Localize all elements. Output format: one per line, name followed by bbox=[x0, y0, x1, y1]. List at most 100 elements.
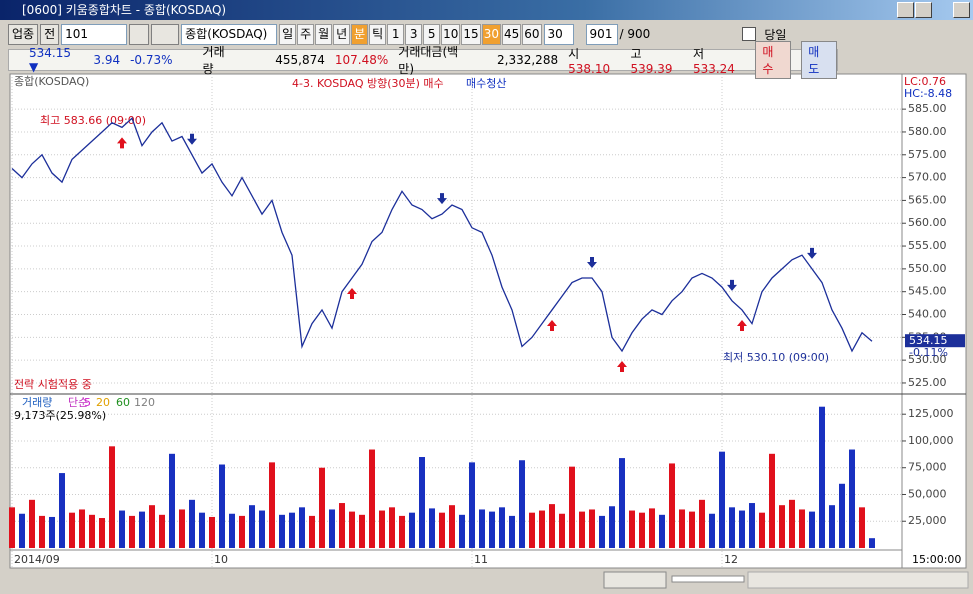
volume-bar bbox=[819, 406, 825, 548]
period-button[interactable]: 년 bbox=[333, 23, 351, 45]
x-tick-label: 2014/09 bbox=[14, 553, 60, 566]
change: 3.94 bbox=[93, 53, 121, 67]
volume-bar bbox=[729, 507, 735, 548]
buy-signal bbox=[117, 137, 127, 149]
today-label: 당일 bbox=[764, 27, 787, 42]
right-axis bbox=[901, 73, 967, 569]
prev-button[interactable]: 전 bbox=[40, 23, 60, 45]
sell-button[interactable]: 매도 bbox=[801, 41, 838, 79]
period-button[interactable]: 60 bbox=[522, 23, 542, 45]
amount-label: 거래대금(백만) bbox=[398, 45, 459, 76]
period-button[interactable]: 주 bbox=[297, 23, 315, 45]
y-tick-label: 535.00 bbox=[908, 330, 947, 343]
sell-signal bbox=[807, 247, 817, 259]
volume-bar bbox=[449, 505, 455, 548]
high-note: 최고 583.66 (09:00) bbox=[40, 114, 146, 127]
volume-bar bbox=[429, 508, 435, 548]
period-button[interactable]: 일 bbox=[279, 23, 297, 45]
volume-bar bbox=[649, 508, 655, 548]
buy-button[interactable]: 매수 bbox=[755, 41, 792, 79]
name-field: 종합(KOSDAQ) bbox=[181, 23, 278, 45]
volume-bar bbox=[539, 510, 545, 548]
sound[interactable] bbox=[151, 23, 180, 45]
y-tick-label: 540.00 bbox=[908, 308, 947, 321]
volume-bar bbox=[109, 446, 115, 548]
x-axis bbox=[9, 549, 903, 569]
volume-bar bbox=[419, 457, 425, 548]
search[interactable] bbox=[129, 23, 150, 45]
strategy-exit: 매수청산 bbox=[466, 77, 506, 90]
period-button[interactable]: 10 bbox=[441, 23, 461, 45]
count-max: / 900 bbox=[619, 27, 651, 41]
volume-bar bbox=[29, 499, 35, 548]
buy-signal bbox=[547, 319, 557, 331]
volume-bar bbox=[469, 462, 475, 548]
price: 534.15 ▼ bbox=[29, 46, 71, 74]
price-line bbox=[11, 117, 873, 353]
volume-bar bbox=[839, 483, 845, 548]
count-input[interactable]: 901 bbox=[585, 23, 618, 45]
volume-bar bbox=[309, 515, 315, 548]
period-button[interactable]: 틱 bbox=[369, 23, 387, 45]
period-button[interactable]: 3 bbox=[405, 23, 423, 45]
code-input[interactable]: 101 bbox=[61, 23, 128, 45]
volume-bar bbox=[359, 514, 365, 548]
interval-input[interactable]: 30 bbox=[543, 23, 574, 45]
period-button[interactable]: 5 bbox=[423, 23, 441, 45]
volume-bar bbox=[389, 507, 395, 548]
period-button[interactable]: 45 bbox=[501, 23, 522, 45]
volume-bar bbox=[499, 507, 505, 548]
period-button[interactable]: 월 bbox=[315, 23, 333, 45]
open-label: 시 bbox=[568, 46, 580, 61]
volume-bar bbox=[579, 511, 585, 548]
volume-bar bbox=[619, 458, 625, 548]
minimize[interactable] bbox=[897, 2, 914, 18]
period-button[interactable]: 1 bbox=[387, 23, 405, 45]
volume-bar bbox=[369, 449, 375, 548]
volume-bar bbox=[399, 515, 405, 548]
period-button[interactable]: 분 bbox=[351, 23, 369, 45]
volume-bar bbox=[139, 511, 145, 548]
buy-signal bbox=[617, 361, 627, 373]
y-tick-label: 75,000 bbox=[908, 461, 947, 474]
plot-area bbox=[9, 73, 903, 551]
volume: 455,874 bbox=[275, 53, 325, 67]
volume-bar bbox=[59, 473, 65, 548]
market-select[interactable]: 업종 bbox=[8, 23, 39, 45]
zoom-slider[interactable] bbox=[671, 575, 745, 583]
period-button[interactable]: 15 bbox=[461, 23, 481, 45]
volume-bar bbox=[609, 506, 615, 548]
volume-bar bbox=[149, 505, 155, 548]
volume-bar bbox=[189, 499, 195, 548]
window-title: [0600] 키움종합차트 - 종합(KOSDAQ) bbox=[22, 3, 227, 17]
volume-bar bbox=[529, 512, 535, 548]
volume-bar bbox=[519, 460, 525, 548]
volume-bar bbox=[259, 510, 265, 548]
hc: HC:-8.48 bbox=[904, 87, 952, 100]
volume-bar bbox=[489, 511, 495, 548]
volume-bar bbox=[869, 538, 875, 548]
close[interactable] bbox=[953, 2, 970, 18]
volume-bar bbox=[599, 515, 605, 548]
volume-bar bbox=[559, 513, 565, 548]
quote-bar: 534.15 ▼ 3.94 -0.73% 거래량 455,874 107.48%… bbox=[8, 41, 838, 79]
y-tick-label: 125,000 bbox=[908, 407, 954, 420]
volume-bar bbox=[789, 499, 795, 548]
tool-icons[interactable] bbox=[747, 571, 969, 589]
today-check[interactable] bbox=[742, 27, 757, 41]
volume-bar bbox=[219, 464, 225, 548]
low-label: 저 bbox=[692, 46, 704, 61]
x-tick-label: 12 bbox=[724, 553, 738, 566]
high-label: 고 bbox=[630, 46, 642, 61]
scroll-buttons[interactable] bbox=[603, 571, 667, 589]
rate: -0.73% bbox=[130, 53, 173, 67]
volume-bar bbox=[769, 453, 775, 548]
volume-bar bbox=[759, 512, 765, 548]
maximize[interactable] bbox=[915, 2, 932, 18]
y-tick-label: 555.00 bbox=[908, 239, 947, 252]
volume-bar bbox=[299, 507, 305, 548]
period-button[interactable]: 30 bbox=[481, 23, 501, 45]
price-title: 종합(KOSDAQ) bbox=[14, 75, 89, 88]
